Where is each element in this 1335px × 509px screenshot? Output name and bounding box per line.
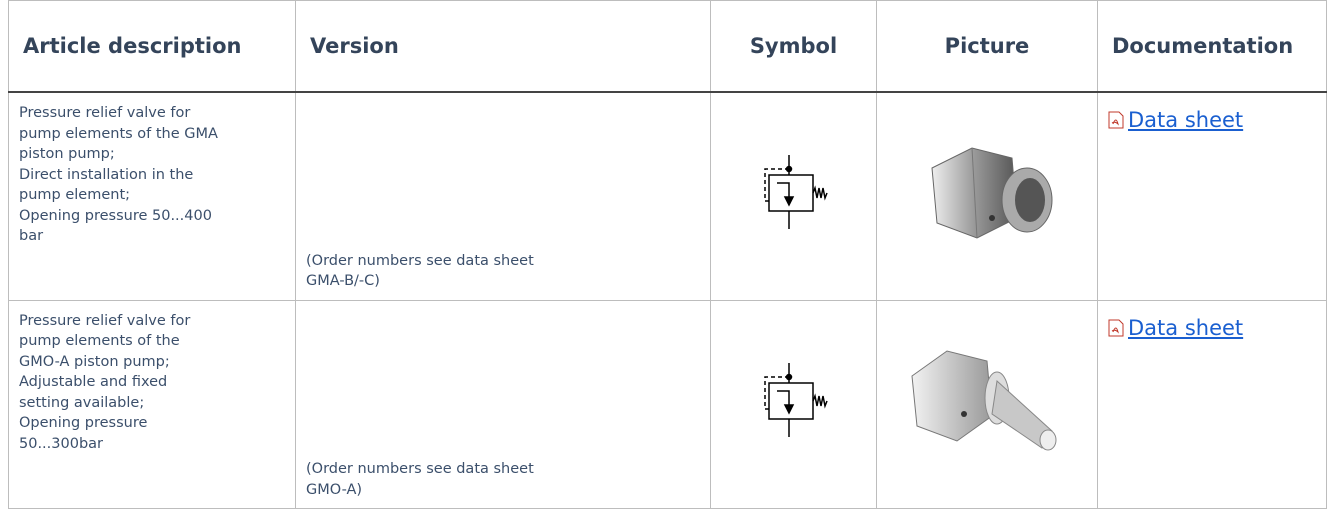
- version-cell: (Order numbers see data sheet GMO-A): [295, 299, 711, 509]
- header-row: Article description Version Symbol Pictu…: [8, 0, 1327, 93]
- description-text: Pressure relief valve for pump elements …: [19, 311, 219, 455]
- column-header: Picture: [876, 0, 1098, 93]
- valve-symbol: [763, 155, 828, 230]
- valve-symbol: [763, 363, 828, 438]
- product-picture: [931, 147, 1053, 239]
- table-body: Pressure relief valve for pump elements …: [8, 91, 1327, 509]
- description-cell: Pressure relief valve for pump elements …: [8, 299, 296, 509]
- column-header: Documentation: [1097, 0, 1327, 93]
- pdf-icon: [1108, 111, 1124, 129]
- version-text: (Order numbers see data sheet GMA-B/-C): [306, 252, 534, 290]
- table-row: Pressure relief valve for pump elements …: [8, 91, 1327, 301]
- documentation-cell: Data sheet: [1097, 299, 1327, 509]
- version-cell: (Order numbers see data sheet GMA-B/-C): [295, 91, 711, 301]
- column-header: Version: [295, 0, 711, 93]
- description-cell: Pressure relief valve for pump elements …: [8, 91, 296, 301]
- pdf-icon: [1108, 319, 1124, 337]
- product-picture: [911, 350, 1057, 451]
- product-table: Article description Version Symbol Pictu…: [8, 0, 1327, 509]
- picture-cell: [876, 91, 1098, 301]
- column-header: Symbol: [710, 0, 877, 93]
- description-line: Adjustable and fixed setting available;: [19, 374, 168, 411]
- picture-cell: [876, 299, 1098, 509]
- description-line: Pressure relief valve for pump elements …: [19, 312, 191, 370]
- data-sheet-link[interactable]: Data sheet: [1128, 108, 1244, 132]
- symbol-cell: [710, 299, 877, 509]
- symbol-cell: [710, 91, 877, 301]
- column-header: Article description: [8, 0, 296, 93]
- description-line: Pressure relief valve for pump elements …: [19, 105, 218, 162]
- description-line: Opening pressure 50...400 bar: [19, 207, 212, 245]
- data-sheet-link[interactable]: Data sheet: [1128, 315, 1244, 340]
- documentation-cell: Data sheet: [1097, 91, 1327, 301]
- description-line: Direct installation in the pump element;: [19, 166, 194, 204]
- description-text: Pressure relief valve for pump elements …: [19, 103, 219, 247]
- description-line: Opening pressure 50...300bar: [19, 415, 148, 452]
- table-row: Pressure relief valve for pump elements …: [8, 299, 1327, 509]
- version-text: (Order numbers see data sheet GMO-A): [306, 461, 534, 498]
